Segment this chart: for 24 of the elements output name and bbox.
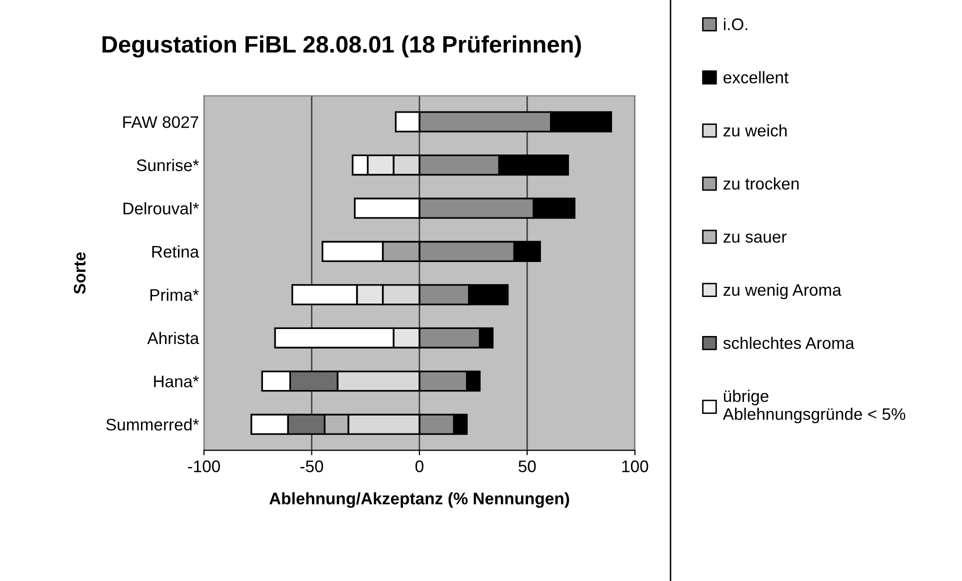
x-tick-label: -100 xyxy=(188,460,220,472)
y-tick-label: Hana* xyxy=(154,376,199,388)
chart-title: Degustation FiBL 28.08.01 (18 Prüferinnen) xyxy=(102,35,581,58)
x-tick-label: 0 xyxy=(415,460,424,472)
x-tick-label: 50 xyxy=(518,460,536,472)
legend-label: zu weich xyxy=(724,124,787,136)
legend-label: zu wenig Aroma xyxy=(724,284,842,300)
legend-label: schlechtes Aroma xyxy=(723,336,854,349)
x-tick-label: 100 xyxy=(622,460,648,472)
legend-label: zu sauer xyxy=(724,234,786,243)
x-tick-label: -50 xyxy=(300,460,324,472)
y-tick-label: Delrouval* xyxy=(124,202,199,214)
legend-label: übrige Ablehnungsgründe < 5% xyxy=(722,390,906,424)
legend-label: excellent xyxy=(724,71,788,84)
y-axis-title: Sorte xyxy=(74,252,86,294)
legend-label: i.O. xyxy=(724,18,748,30)
x-axis-title: Ablehnung/Akzeptanz (% Nennungen) xyxy=(269,492,570,508)
y-tick-label: Prima* xyxy=(150,288,199,301)
y-tick-label: FAW 8027 xyxy=(123,116,198,128)
y-tick-label: Retina xyxy=(152,245,200,258)
y-tick-label: Ahrista xyxy=(147,332,200,344)
y-tick-label: Sunrise* xyxy=(136,158,199,172)
legend-label: zu trocken xyxy=(724,177,799,190)
y-tick-label: Summerred* xyxy=(106,418,199,431)
